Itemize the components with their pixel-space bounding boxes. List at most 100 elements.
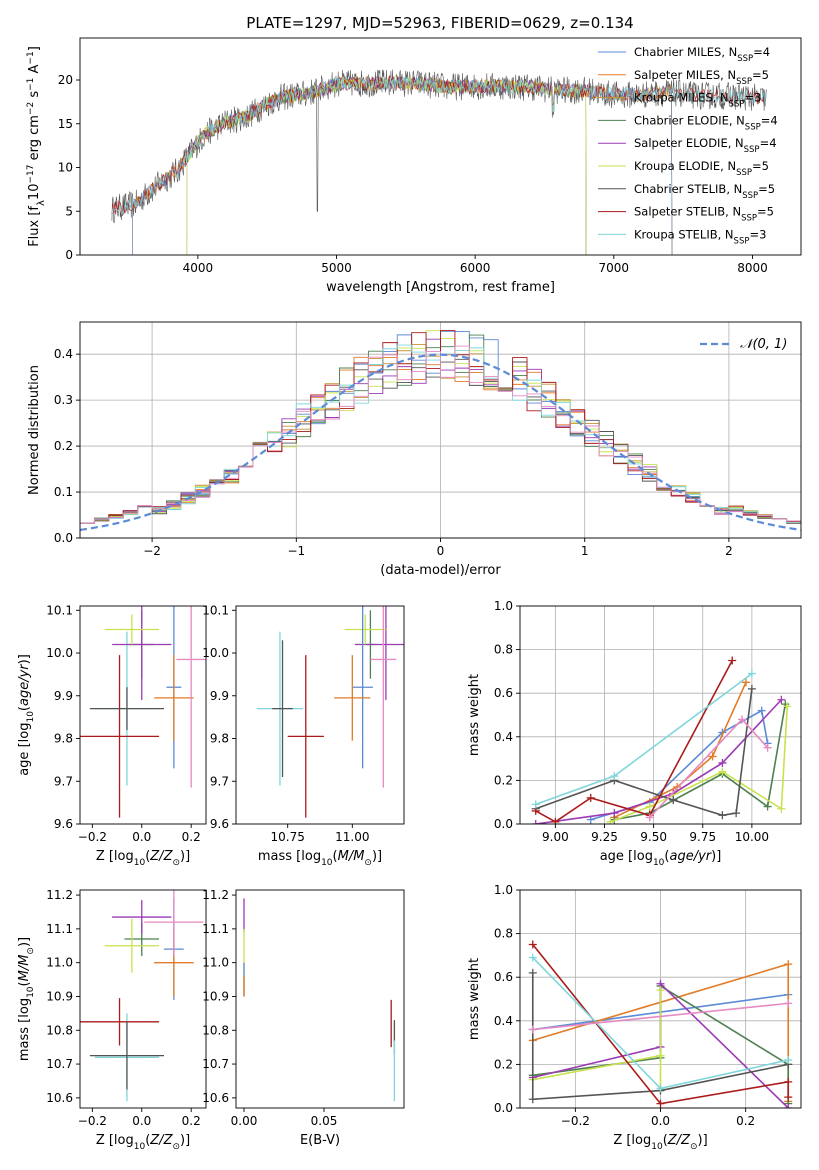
axes-frame — [79, 37, 802, 256]
weight-marker — [673, 782, 682, 791]
weight-marker — [606, 817, 615, 824]
y-tick-label: 10.7 — [202, 1057, 229, 1071]
weight-line — [535, 699, 782, 824]
weight-marker — [708, 752, 717, 761]
weight-line — [531, 972, 789, 1101]
weight-marker — [784, 1056, 793, 1065]
y-tick-label: 0.2 — [494, 1057, 513, 1071]
weight-marker — [784, 1077, 793, 1086]
legend-entry: Kroupa ELODIE, NSSP=5 — [634, 159, 769, 178]
axes-mass-vs-Z: −0.2 0.0 0.2 10.6 10.7 10.8 10.9 11.0 11.1 11.2 Z … — [17, 888, 207, 1152]
y-tick-label: 1.0 — [494, 599, 513, 613]
y-tick-label: 10.6 — [46, 1091, 73, 1105]
errorbar-point — [104, 918, 160, 973]
y-tick-label: 10.8 — [202, 1023, 229, 1037]
plot-area — [80, 890, 204, 1102]
plot-area — [531, 656, 792, 824]
y-tick-label: 0.0 — [494, 817, 513, 831]
x-tick-label: 9.00 — [542, 830, 569, 844]
y-tick-label: 15 — [58, 117, 73, 131]
axes-age-vs-Z: −0.2 0.0 0.2 9.6 9.7 9.8 9.9 10.0 10.1 Z [log10(Z… — [17, 603, 207, 868]
spectrum-line — [111, 76, 767, 214]
x-tick-label: 10.00 — [735, 830, 769, 844]
y-tick-label: 11.1 — [202, 922, 229, 936]
axes-weight-vs-age: 9.00 9.25 9.50 9.75 10.00 0.0 0.2 0.4 0.6 0.8 1.0 a… — [467, 599, 802, 868]
weight-marker — [528, 953, 537, 962]
weight-marker — [531, 820, 540, 824]
legend-entry: Kroupa STELIB, NSSP=3 — [634, 227, 766, 246]
spectrum-line — [186, 75, 587, 255]
y-tick-label: 5 — [65, 204, 73, 218]
x-tick-label: 0.0 — [132, 1114, 151, 1128]
errorbar-point — [80, 998, 160, 1046]
y-tick-label: 10.6 — [202, 1091, 229, 1105]
y-tick-label: 0.8 — [494, 927, 513, 941]
x-tick-label: 9.25 — [591, 830, 618, 844]
y-tick-label: 10.8 — [46, 1023, 73, 1037]
y-tick-label: 0.3 — [54, 393, 73, 407]
x-tick-label: −0.2 — [78, 830, 107, 844]
y-tick-label: 0.4 — [494, 730, 513, 744]
spectrum-line — [186, 75, 587, 255]
x-tick-label: 0.2 — [182, 830, 201, 844]
weight-marker — [738, 715, 747, 724]
errorbar-point — [344, 614, 386, 645]
weight-marker — [741, 678, 750, 687]
spectrum-line — [186, 75, 587, 255]
y-axis-label: age [log10(age/yr)] — [17, 654, 36, 776]
figure-title: PLATE=1297, MJD=52963, FIBERID=0629, z=0… — [246, 14, 633, 32]
x-axis-label: Z [log10(Z/Z⊙)] — [96, 1133, 190, 1152]
x-tick-label: 0 — [437, 544, 445, 558]
legend-entry: Chabrier STELIB, NSSP=5 — [634, 182, 775, 201]
y-tick-label: 0 — [65, 248, 73, 262]
x-tick-label: −1 — [287, 544, 305, 558]
axes-frame — [235, 605, 405, 825]
y-tick-label: 0.2 — [494, 773, 513, 787]
errorbar-point — [104, 614, 160, 645]
y-tick-label: 10.9 — [202, 989, 229, 1003]
y-axis-label: Flux [fλ10−17 erg cm−2 s−1 A−1] — [26, 46, 47, 247]
y-tick-label: 9.6 — [54, 817, 73, 831]
legend-entry: 𝒩(0, 1) — [740, 337, 787, 352]
weight-marker — [777, 804, 786, 813]
weight-marker — [528, 940, 537, 949]
weight-marker — [718, 811, 727, 820]
x-axis-label: Z [log10(Z/Z⊙)] — [613, 1133, 707, 1152]
histogram-series — [80, 345, 801, 538]
axes-spectrum: 4000 5000 6000 7000 8000 0 5 10 15 20 wavelength [… — [26, 37, 802, 295]
y-tick-label: 9.9 — [210, 689, 229, 703]
weight-marker — [528, 1095, 537, 1104]
legend-entry: Salpeter STELIB, NSSP=5 — [634, 205, 774, 224]
y-tick-label: 10.1 — [46, 603, 73, 617]
legend-entry: Salpeter ELODIE, NSSP=4 — [634, 136, 777, 155]
x-tick-label: 4000 — [183, 261, 214, 275]
legend-entry: Chabrier MILES, NSSP=4 — [634, 45, 770, 64]
x-tick-label: 11.00 — [335, 830, 369, 844]
weight-marker — [784, 1093, 793, 1102]
weight-line — [535, 688, 753, 817]
spectrum-line — [132, 75, 673, 255]
weight-marker — [656, 1084, 665, 1093]
errorbar-point — [352, 606, 373, 769]
weight-line — [532, 990, 662, 1091]
y-tick-label: 9.9 — [54, 689, 73, 703]
errorbar-point — [334, 655, 371, 741]
errorbar-point — [112, 900, 172, 934]
weight-marker — [747, 669, 756, 678]
y-tick-label: 0.0 — [54, 531, 73, 545]
x-tick-label: 5000 — [321, 261, 352, 275]
plot-area — [256, 606, 404, 818]
x-tick-label: 2 — [725, 544, 733, 558]
x-axis-label: wavelength [Angstrom, rest frame] — [326, 280, 555, 295]
plot-area — [243, 898, 396, 1102]
spectrum-line — [132, 75, 673, 255]
x-tick-label: 0.00 — [231, 1114, 258, 1128]
normal-curve — [80, 353, 801, 532]
weight-marker — [528, 968, 537, 977]
axes-frame — [79, 605, 207, 825]
weight-line — [532, 1002, 789, 1031]
legend-entry: Kroupa MILES, NSSP=3 — [634, 91, 761, 110]
y-tick-label: 0.6 — [494, 970, 513, 984]
y-tick-label: 20 — [58, 73, 73, 87]
